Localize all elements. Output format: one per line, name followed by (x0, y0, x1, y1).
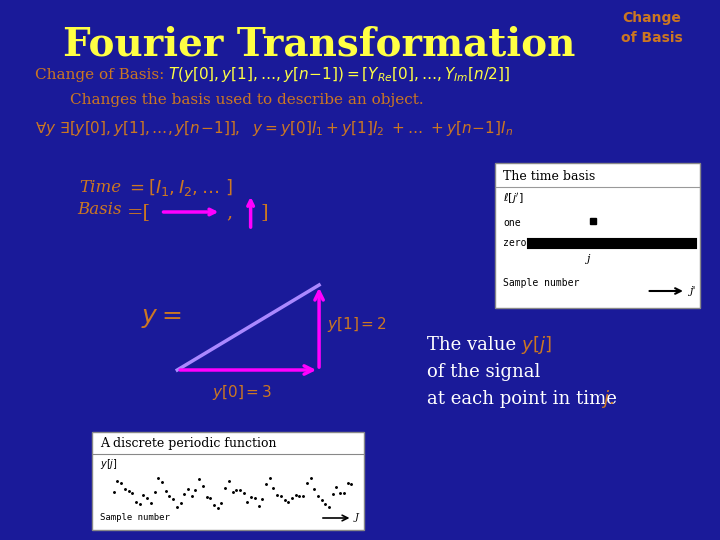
Text: The time basis: The time basis (503, 171, 595, 184)
Text: ]: ] (261, 203, 268, 221)
Text: The value: The value (427, 336, 521, 354)
Text: Time: Time (79, 179, 122, 197)
Text: ,: , (226, 203, 233, 221)
Text: $y[j]$: $y[j]$ (521, 334, 551, 356)
Bar (92, 432, 364, 530)
Text: $=[I_1, I_2, \ldots\ ]$: $=[I_1, I_2, \ldots\ ]$ (127, 178, 233, 199)
Text: at each point in time: at each point in time (427, 390, 622, 408)
Text: Sample number: Sample number (100, 514, 170, 523)
Text: Change of Basis:: Change of Basis: (35, 68, 170, 82)
Text: $y[1]=2$: $y[1]=2$ (327, 315, 387, 334)
Text: j': j' (689, 286, 696, 296)
Text: zero: zero (503, 238, 526, 248)
Text: $j$.: $j$. (600, 388, 614, 410)
Text: $\forall y\ \exists[y[0],y[1],\ldots,y[n\!-\!1]],\ \ y = y[0]I_1 +y[1]I_2\ +\ldo: $\forall y\ \exists[y[0],y[1],\ldots,y[n… (35, 118, 513, 138)
Text: Sample number: Sample number (503, 278, 580, 288)
Text: J: J (354, 514, 358, 523)
Text: $y[j]$: $y[j]$ (100, 457, 117, 471)
Text: $y =$: $y =$ (141, 307, 181, 329)
Text: Changes the basis used to describe an object.: Changes the basis used to describe an ob… (70, 93, 423, 107)
Text: $y[0]=3$: $y[0]=3$ (212, 382, 271, 402)
Text: A discrete periodic function: A discrete periodic function (100, 437, 276, 450)
Text: one: one (503, 218, 521, 228)
Text: of the signal: of the signal (427, 363, 540, 381)
Text: Basis: Basis (77, 201, 122, 219)
Text: j: j (586, 254, 590, 264)
Text: Change
of Basis: Change of Basis (621, 11, 683, 45)
Text: $\ell[j']$: $\ell[j']$ (503, 192, 523, 206)
Bar (495, 163, 701, 308)
Text: Fourier Transformation: Fourier Transformation (63, 26, 575, 64)
Text: $T(y[0],y[1],\ldots,y[n\!-\!1]) = [Y_{Re}[0],\ldots,Y_{Im}[n/2]]$: $T(y[0],y[1],\ldots,y[n\!-\!1]) = [Y_{Re… (168, 65, 510, 84)
Text: =[: =[ (127, 203, 150, 221)
